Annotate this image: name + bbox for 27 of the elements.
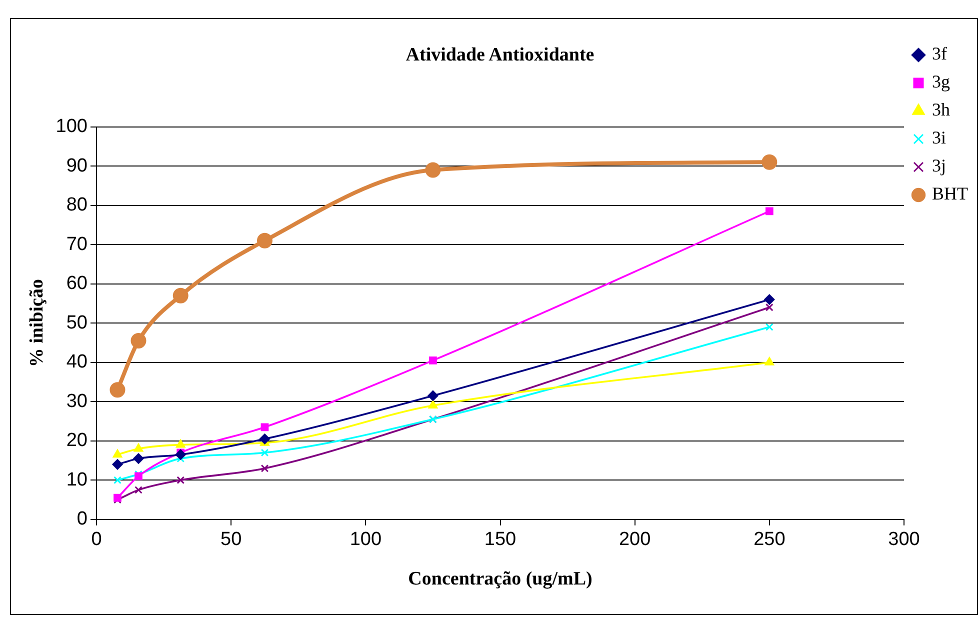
x-tick-label: 50 [220,529,242,550]
y-tick-label: 20 [66,430,88,452]
legend-label: 3h [932,100,950,120]
y-tick-label: 80 [66,194,88,216]
x-tick-label: 0 [91,529,102,550]
y-tick-label: 40 [66,352,88,373]
legend-label: 3f [932,44,947,64]
x-axis-title: Concentração (ug/mL) [408,568,592,590]
x-tick-label: 300 [888,529,920,550]
y-tick-label: 70 [66,234,88,255]
x-tick-label: 200 [618,529,651,550]
y-tick-label: 10 [66,469,88,490]
y-tick-label: 90 [66,155,88,176]
y-tick-label: 50 [66,312,88,334]
x-tick-label: 150 [484,529,516,550]
x-tick-label: 100 [350,529,382,550]
legend-label: 3i [932,128,946,148]
legend-label: BHT [932,184,968,204]
chart-title: Atividade Antioxidante [406,44,594,66]
legend-label: 3g [932,72,950,92]
y-axis-title: % inibição [26,279,48,368]
x-tick-label: 250 [754,529,786,550]
legend-label: 3j [932,156,946,176]
y-tick-label: 30 [66,390,88,412]
y-tick-label: 0 [76,508,88,530]
y-tick-label: 60 [66,273,88,294]
y-tick-label: 100 [56,116,88,138]
